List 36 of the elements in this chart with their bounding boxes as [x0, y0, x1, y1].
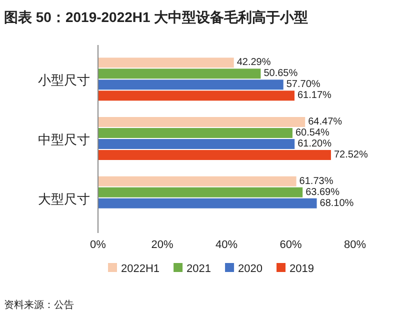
data-label: 61.73% — [299, 176, 334, 187]
data-label: 57.70% — [286, 79, 320, 90]
data-label: 50.65% — [264, 68, 298, 80]
data-label: 42.29% — [236, 57, 271, 68]
bar — [98, 58, 234, 68]
data-label: 61.20% — [298, 138, 332, 150]
chart-title: 图表 50：2019-2022H1 大中型设备毛利高于小型 — [4, 9, 308, 25]
bar — [98, 150, 331, 160]
x-tick-label: 20% — [151, 239, 174, 251]
bar — [98, 176, 296, 186]
x-tick-label: 0% — [90, 239, 106, 251]
data-label: 64.47% — [308, 116, 342, 128]
text: 资料来源：公告 — [4, 299, 74, 311]
x-tick-label: 80% — [344, 239, 366, 251]
y-tick-label: 中型尺寸 — [38, 132, 90, 147]
y-tick-label: 小型尺寸 — [38, 72, 90, 88]
bar — [98, 128, 292, 138]
legend-label: 2022H1 — [121, 263, 160, 275]
data-label: 61.17% — [298, 90, 332, 102]
bar — [98, 139, 295, 149]
data-label: 72.52% — [334, 150, 368, 160]
legend-label: 2019 — [290, 263, 314, 275]
legend-label: 2021 — [186, 263, 212, 275]
data-label: 60.54% — [295, 128, 330, 138]
bar — [98, 117, 306, 127]
bar — [98, 68, 261, 79]
bar — [98, 80, 284, 90]
x-tick-label: 60% — [280, 239, 302, 251]
bar — [98, 90, 295, 101]
data-label: 68.10% — [320, 198, 354, 209]
x-tick-label: 40% — [215, 239, 238, 251]
legend-label: 2020 — [238, 263, 263, 275]
y-tick-label: 大型尺寸 — [38, 191, 90, 206]
data-label: 63.69% — [306, 186, 340, 198]
bar — [98, 187, 303, 198]
bar — [98, 198, 317, 208]
